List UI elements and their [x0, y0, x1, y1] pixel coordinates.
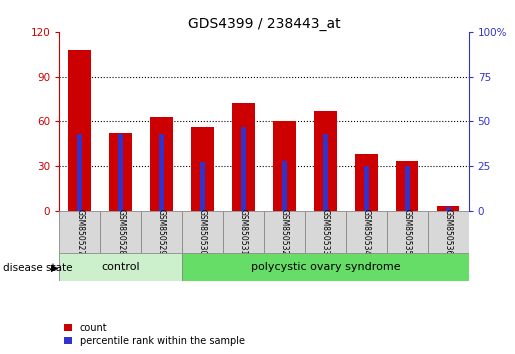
Bar: [68, 50, 91, 211]
Bar: [346, 211, 387, 253]
Bar: [232, 103, 255, 211]
Text: GSM850533: GSM850533: [321, 209, 330, 255]
Bar: [191, 127, 214, 211]
Text: GSM850527: GSM850527: [75, 209, 84, 255]
Text: ▶: ▶: [50, 263, 58, 273]
Bar: [241, 127, 246, 211]
Bar: [396, 161, 419, 211]
Bar: [159, 134, 164, 211]
Text: GSM850530: GSM850530: [198, 209, 207, 255]
Bar: [109, 133, 132, 211]
Text: GSM850528: GSM850528: [116, 209, 125, 255]
Text: polycystic ovary syndrome: polycystic ovary syndrome: [250, 262, 400, 272]
Bar: [264, 211, 305, 253]
Bar: [100, 211, 141, 253]
Bar: [223, 211, 264, 253]
Bar: [282, 161, 287, 211]
Bar: [323, 134, 328, 211]
Text: GSM850531: GSM850531: [239, 209, 248, 255]
Bar: [364, 166, 369, 211]
Bar: [273, 121, 296, 211]
Legend: count, percentile rank within the sample: count, percentile rank within the sample: [64, 323, 245, 346]
Text: GSM850535: GSM850535: [403, 209, 411, 255]
Bar: [141, 211, 182, 253]
Bar: [427, 211, 469, 253]
Bar: [405, 166, 410, 211]
Bar: [314, 111, 337, 211]
Text: GSM850536: GSM850536: [444, 209, 453, 255]
Bar: [77, 134, 82, 211]
Title: GDS4399 / 238443_at: GDS4399 / 238443_at: [187, 17, 340, 31]
Bar: [182, 253, 469, 281]
Text: GSM850529: GSM850529: [157, 209, 166, 255]
Bar: [355, 154, 377, 211]
Bar: [387, 211, 427, 253]
Bar: [59, 211, 100, 253]
Bar: [437, 206, 459, 211]
Bar: [59, 253, 182, 281]
Text: disease state: disease state: [3, 263, 72, 273]
Bar: [445, 207, 451, 211]
Text: control: control: [101, 262, 140, 272]
Bar: [200, 162, 205, 211]
Bar: [118, 134, 123, 211]
Bar: [305, 211, 346, 253]
Text: GSM850532: GSM850532: [280, 209, 289, 255]
Bar: [150, 117, 173, 211]
Bar: [182, 211, 223, 253]
Text: GSM850534: GSM850534: [362, 209, 371, 255]
